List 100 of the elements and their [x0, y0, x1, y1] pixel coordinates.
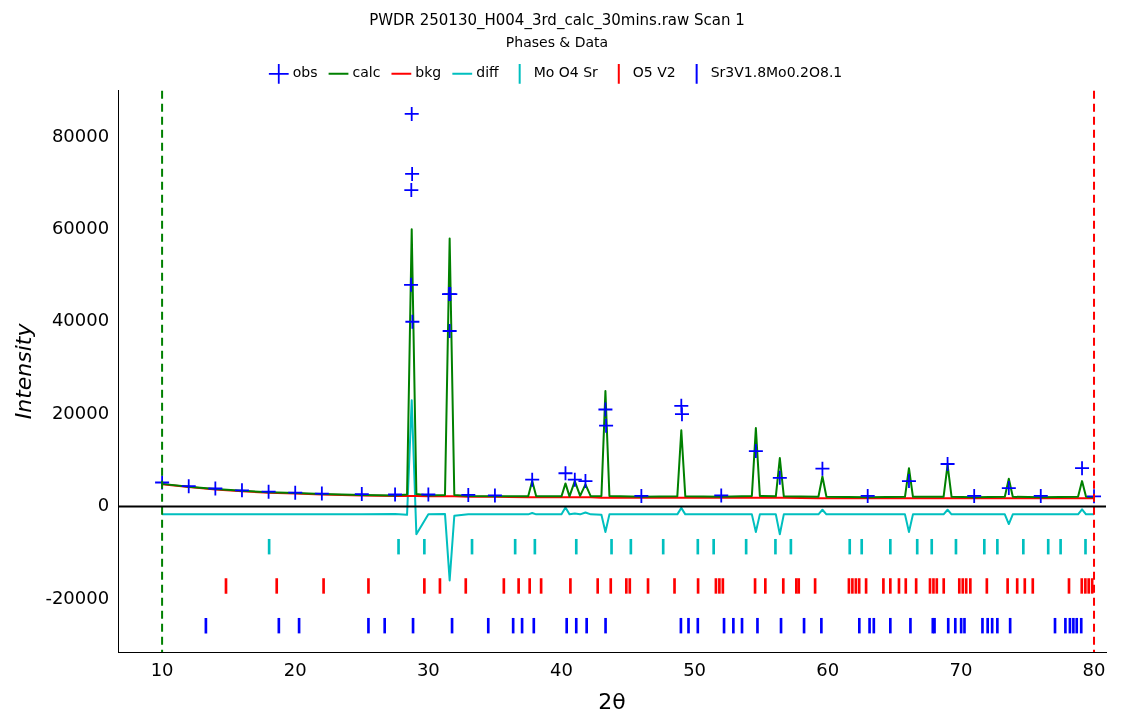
- point: [747, 443, 764, 459]
- bar: [868, 617, 871, 634]
- bar: [872, 617, 876, 634]
- bar: [1080, 578, 1084, 594]
- point: [524, 471, 541, 488]
- point: [313, 485, 330, 502]
- point: [771, 469, 788, 486]
- bar: [585, 617, 588, 634]
- point: [1074, 460, 1090, 477]
- y-tick-label: 40000: [51, 309, 110, 331]
- point: [633, 487, 650, 504]
- point: [234, 482, 250, 499]
- bar: [673, 578, 676, 594]
- point: [1086, 488, 1102, 505]
- x-tick-label: 70: [949, 659, 973, 681]
- bar: [1079, 617, 1083, 634]
- bar: [982, 538, 986, 555]
- bar: [1006, 578, 1009, 594]
- x-tick-label: 10: [150, 659, 174, 681]
- bar: [712, 538, 715, 555]
- point: [814, 460, 831, 477]
- bar: [604, 617, 607, 634]
- x-tick-label: 30: [416, 659, 440, 681]
- bar: [781, 578, 785, 594]
- point: [353, 486, 370, 502]
- legend-label: O5 V2: [632, 64, 676, 81]
- bar: [732, 617, 735, 634]
- x-tick-label: 20: [283, 659, 307, 681]
- x-tick-label: 60: [816, 659, 840, 681]
- point: [1000, 480, 1017, 496]
- bar: [986, 617, 989, 634]
- bar: [882, 578, 885, 594]
- y-tick-label: 60000: [51, 217, 110, 239]
- bar: [963, 617, 966, 634]
- legend-label: Sr3V1.8Mo0.2O8.1: [710, 64, 843, 81]
- bar: [1059, 538, 1062, 555]
- bar: [915, 538, 919, 555]
- bar: [889, 578, 892, 594]
- y-tick-label: 20000: [51, 401, 110, 423]
- point: [287, 484, 304, 501]
- legend-label: diff: [476, 64, 500, 81]
- point: [859, 487, 876, 504]
- bar: [889, 538, 892, 555]
- bar: [1084, 578, 1087, 594]
- point: [713, 487, 730, 504]
- bar: [851, 578, 854, 594]
- bar: [718, 578, 721, 594]
- x-axis-title: 2θ: [598, 688, 626, 714]
- point: [674, 406, 690, 423]
- bar: [904, 578, 908, 594]
- bar: [935, 578, 939, 594]
- bar: [423, 538, 426, 555]
- bar: [569, 578, 572, 594]
- bar: [367, 578, 370, 594]
- point: [1032, 487, 1049, 504]
- bar: [961, 578, 965, 594]
- bar: [486, 617, 490, 634]
- point: [403, 276, 419, 293]
- point: [387, 486, 403, 503]
- bar: [1084, 538, 1087, 555]
- bar: [756, 617, 759, 634]
- bar: [609, 578, 613, 594]
- bar: [1022, 538, 1025, 555]
- legend-label: calc: [352, 64, 381, 81]
- point: [939, 456, 956, 472]
- bar: [996, 617, 999, 634]
- point: [404, 313, 421, 330]
- bar: [610, 538, 613, 555]
- bar: [464, 578, 468, 594]
- bar: [322, 578, 325, 594]
- legend-label: obs: [292, 64, 318, 81]
- x-tick-label: 80: [1082, 659, 1106, 681]
- chart-title: PWDR 250130_H004_3rd_calc_30mins.raw Scan 1: [369, 10, 745, 30]
- point: [487, 487, 503, 504]
- bar: [996, 538, 999, 555]
- point: [207, 480, 224, 497]
- bar: [661, 538, 665, 555]
- bar: [889, 617, 892, 634]
- point: [597, 401, 614, 418]
- bar: [957, 578, 961, 594]
- legend-label: Mo O4 Sr: [533, 64, 599, 81]
- point: [598, 417, 614, 434]
- bar: [687, 617, 690, 634]
- bar: [990, 617, 994, 634]
- bar: [1031, 578, 1035, 594]
- point: [460, 487, 477, 503]
- bar: [930, 538, 934, 555]
- bar: [820, 617, 823, 634]
- bar: [969, 578, 972, 594]
- bar: [624, 578, 628, 594]
- bar: [942, 578, 946, 594]
- bar: [383, 617, 387, 634]
- bar: [953, 617, 957, 634]
- bar: [423, 578, 426, 594]
- bar: [565, 617, 569, 634]
- point: [404, 166, 421, 182]
- point: [901, 473, 917, 489]
- bar: [848, 538, 852, 555]
- bar: [1023, 578, 1027, 594]
- point: [403, 106, 420, 122]
